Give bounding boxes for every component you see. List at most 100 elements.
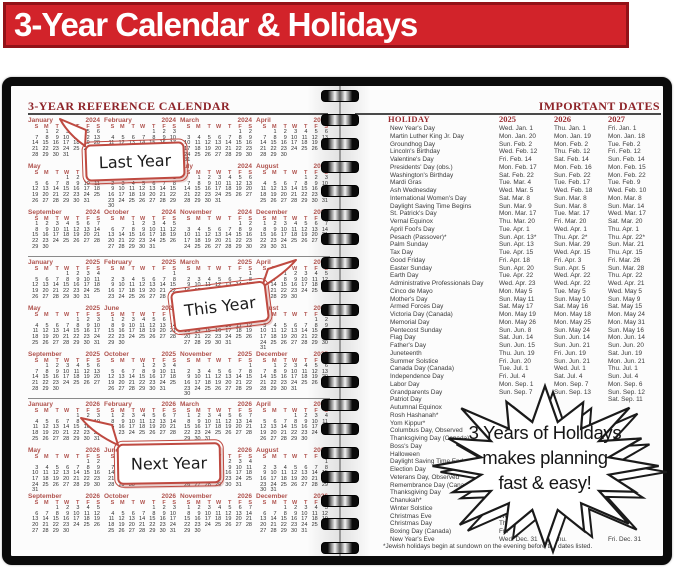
spiral-coil: [321, 423, 359, 436]
month-calendar: September 2024 S M T W T F S 1 2 3 4 5 6 7 8 9 10 11 12 13 14 1…: [28, 209, 100, 255]
calendar-day: 22: [194, 191, 201, 198]
calendar-day: 19: [204, 237, 211, 244]
calendar-day: 7: [187, 180, 191, 187]
calendar-day: 4: [45, 464, 49, 471]
day-of-week-label: S: [172, 216, 176, 222]
spiral-coil: [321, 351, 359, 364]
calendar-day: 3: [294, 363, 298, 370]
calendar-day: 16: [52, 140, 59, 147]
month-name: May: [28, 163, 41, 170]
calendar-day: 21: [235, 379, 242, 386]
calendar-day: 15: [291, 424, 298, 431]
calendar-day: 6: [121, 368, 125, 375]
calendar-day: 22: [184, 429, 191, 436]
calendar-day: 12: [139, 186, 146, 193]
calendar-day: 30: [291, 293, 298, 300]
holiday-date-2025: Thu. Mar. 20: [499, 218, 535, 225]
calendar-day: 11: [83, 510, 90, 517]
holiday-date-2026: Sun. Sep. 13: [554, 388, 591, 396]
day-of-week-label: T: [55, 216, 59, 222]
calendar-day: 28: [128, 385, 135, 392]
holiday-name: Independence Day: [390, 373, 444, 380]
calendar-day: 22: [63, 287, 70, 294]
holiday-row: Memorial Day Mon. May 26 Mon. May 25 Mon. M…: [379, 319, 663, 327]
spiral-coil: [321, 137, 359, 150]
calendar-day: 13: [149, 282, 156, 289]
day-of-week-label: W: [215, 216, 222, 222]
day-of-week-label: M: [271, 312, 277, 318]
holiday-row: Labor Day Mon. Sep. 1 Mon. Sep. 7 Mon. Sep.…: [379, 381, 663, 389]
holiday-row: Flag Day Sat. Jun. 14 Sun. Jun. 14 Mon. Jun…: [379, 334, 663, 342]
holiday-row: Lincoln's Birthday Wed. Feb. 12 Thu. Feb. …: [379, 148, 663, 156]
calendar-day: 29: [73, 339, 80, 346]
week-row: 24 25 26 27 28 29 30: [180, 244, 252, 251]
calendar-day: 22: [73, 333, 80, 340]
calendar-day: 9: [263, 470, 267, 477]
day-of-week-label: M: [271, 124, 277, 130]
calendar-day: 30: [311, 197, 318, 204]
calendar-day: 22: [83, 475, 90, 482]
holiday-name: Ash Wednesday: [390, 187, 437, 194]
calendar-day: 2: [111, 180, 115, 187]
holiday-date-2026: Sun. Jun. 21: [554, 357, 590, 365]
day-of-week-label: T: [55, 124, 59, 130]
calendar-day: 7: [35, 368, 39, 375]
jewish-holidays-footnote: *Jewish holidays begin at sundown on the…: [383, 543, 593, 550]
calendar-day: 11: [194, 140, 201, 147]
calendar-day: 13: [215, 140, 222, 147]
calendar-day: 19: [83, 140, 90, 147]
calendar-day: 14: [159, 186, 166, 193]
calendar-day: 11: [205, 374, 211, 381]
month-calendar: October 2024 S M T W T F S 1 2 3 4 5 6 7 8 9 10 11 12 13 14 15 1…: [104, 209, 176, 255]
month-name: September: [28, 351, 62, 358]
calendar-day: 16: [301, 424, 308, 431]
month-year: 2026: [237, 401, 252, 408]
calendar-day: 10: [291, 368, 298, 375]
calendar-day: 15: [301, 186, 308, 193]
calendar-day: 12: [149, 418, 156, 425]
calendar-day: 9: [197, 418, 201, 425]
calendar-day: 6: [55, 418, 59, 425]
holiday-table-header: HOLIDAY 2025 2026 2027: [379, 115, 663, 124]
calendar-day: 9: [55, 368, 59, 375]
month-header: March 2024: [180, 117, 252, 124]
calendar-day: 12: [204, 232, 211, 239]
callout-label: Next Year: [130, 453, 208, 474]
calendar-day: 16: [42, 232, 49, 239]
calendar-day: 16: [73, 282, 80, 289]
calendar-day: 22: [52, 521, 59, 528]
calendar-day: 14: [52, 282, 59, 289]
calendar-day: 25: [63, 237, 70, 244]
calendar-day: 22: [270, 145, 277, 152]
calendar-day: 5: [76, 221, 80, 228]
calendar-day: 7: [172, 413, 176, 420]
day-of-week-label: W: [63, 454, 70, 460]
calendar-day: 22: [73, 429, 80, 436]
calendar-day: 22: [128, 237, 135, 244]
callout-label: This Year: [183, 292, 257, 321]
column-header-2025: 2025: [499, 114, 516, 124]
month-header: September 2026: [28, 493, 100, 500]
month-calendar: December2025SMTWTFS123456789101112131415…: [256, 351, 328, 397]
calendar-day: 21: [194, 333, 201, 340]
holiday-name: Martin Luther King Jr. Day: [390, 132, 464, 140]
month-year: 2024: [314, 117, 328, 124]
month-header: September 2024: [28, 209, 100, 216]
day-of-week-label: F: [86, 500, 90, 506]
calendar-day: 27: [280, 197, 287, 204]
day-of-week-label: W: [215, 170, 222, 176]
calendar-day: 26: [42, 435, 49, 442]
holiday-date-2027: Wed. May 5: [608, 287, 642, 295]
day-of-week-label: T: [283, 312, 287, 318]
calendar-day: 18: [93, 282, 100, 289]
calendar-day: 25: [194, 151, 201, 158]
